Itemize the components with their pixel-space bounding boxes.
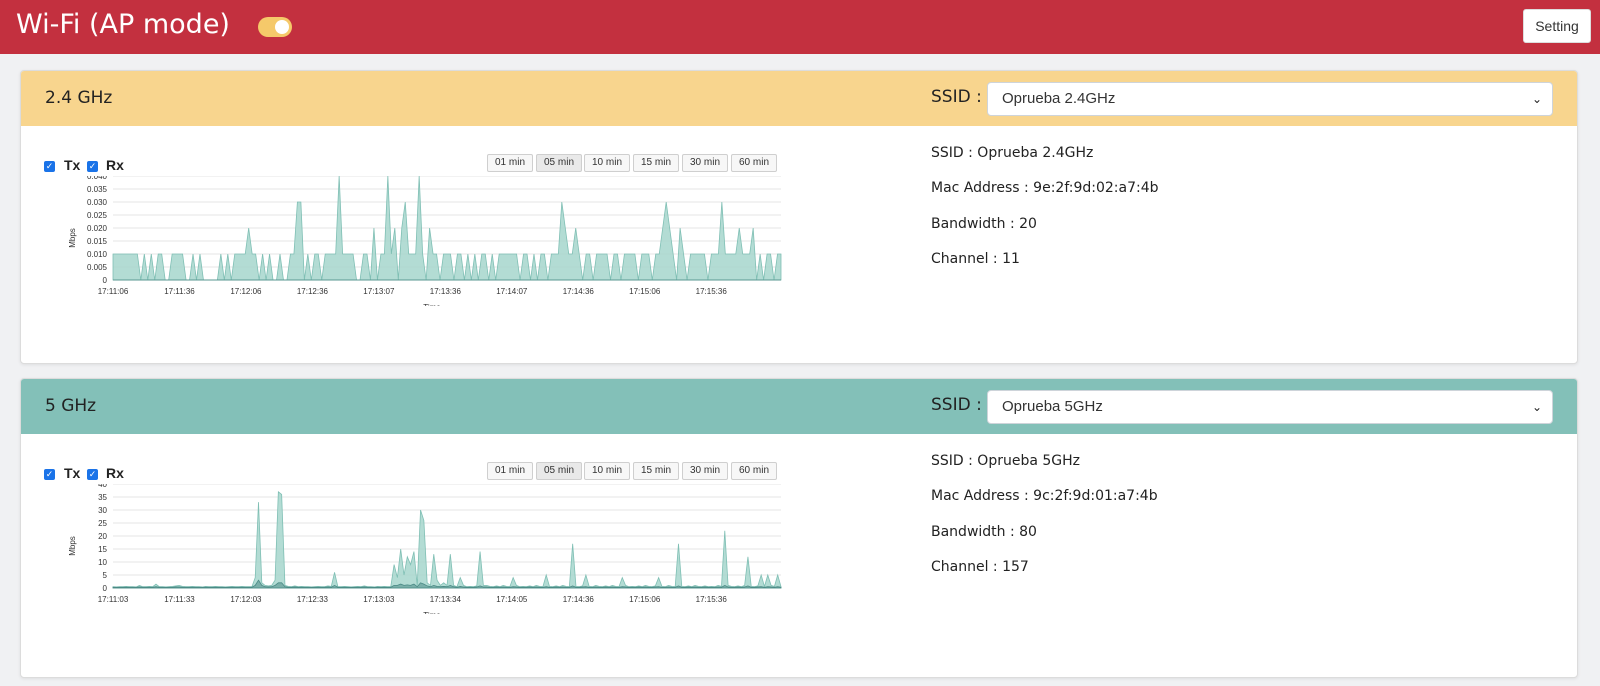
tx-checkbox[interactable]: ✓: [44, 469, 55, 480]
range-button-15-min[interactable]: 15 min: [633, 154, 679, 172]
x-axis-label: Time: [423, 611, 441, 614]
range-button-30-min[interactable]: 30 min: [682, 462, 728, 480]
ssid-label: SSID :: [931, 87, 982, 107]
y-tick-label: 0.005: [87, 263, 108, 272]
y-tick-label: 25: [98, 519, 107, 528]
y-axis-label: Mbps: [68, 536, 77, 556]
rx-legend-label: Rx: [106, 465, 124, 481]
rx-checkbox[interactable]: ✓: [87, 469, 98, 480]
x-tick-label: 17:13:07: [363, 287, 395, 296]
band-title: 5 GHz: [45, 396, 97, 416]
rx-area-series: [112, 579, 782, 589]
x-tick-label: 17:14:36: [563, 287, 595, 296]
x-tick-label: 17:14:07: [496, 287, 528, 296]
band-header: 5 GHz SSID : Oprueba 5GHz ⌄: [21, 379, 1577, 434]
tx-legend-label: Tx: [64, 465, 81, 481]
rx-legend-label: Rx: [106, 157, 124, 173]
y-tick-label: 5: [103, 571, 108, 580]
y-tick-label: 40: [98, 484, 107, 489]
tx-area-series: [112, 176, 782, 281]
y-tick-label: 0.020: [87, 224, 108, 233]
rx-checkbox[interactable]: ✓: [87, 161, 98, 172]
x-tick-label: 17:12:03: [230, 595, 262, 604]
range-button-10-min[interactable]: 10 min: [584, 154, 630, 172]
chevron-down-icon: ⌄: [1531, 400, 1542, 414]
toggle-knob: [275, 20, 289, 34]
x-tick-label: 17:12:06: [230, 287, 262, 296]
y-tick-label: 0: [103, 276, 108, 285]
traffic-chart: 0.040 0.035 0.030 0.025 0.020 0.015 0.010 0.005…: [68, 176, 782, 306]
range-button-30-min[interactable]: 30 min: [682, 154, 728, 172]
band-header: 2.4 GHz SSID : Oprueba 2.4GHz ⌄: [21, 71, 1577, 126]
x-tick-label: 17:12:36: [297, 287, 329, 296]
x-tick-label: 17:14:36: [563, 595, 595, 604]
chevron-down-icon: ⌄: [1531, 92, 1542, 106]
y-tick-label: 30: [98, 506, 107, 515]
range-button-10-min[interactable]: 10 min: [584, 462, 630, 480]
range-button-01-min[interactable]: 01 min: [487, 462, 533, 480]
x-tick-label: 17:15:06: [629, 595, 661, 604]
range-button-05-min[interactable]: 05 min: [536, 154, 582, 172]
band-title: 2.4 GHz: [45, 88, 113, 108]
x-tick-label: 17:15:36: [696, 595, 728, 604]
range-button-15-min[interactable]: 15 min: [633, 462, 679, 480]
info-bandwidth: Bandwidth : 20: [931, 216, 1037, 232]
info-bandwidth: Bandwidth : 80: [931, 524, 1037, 540]
x-tick-label: 17:11:33: [164, 595, 195, 604]
ssid-select[interactable]: Oprueba 2.4GHz ⌄: [987, 82, 1553, 116]
tx-checkbox[interactable]: ✓: [44, 161, 55, 172]
y-tick-label: 15: [98, 545, 107, 554]
band-card-2-4ghz: 2.4 GHz SSID : Oprueba 2.4GHz ⌄ ✓ Tx ✓ R…: [20, 70, 1578, 364]
ap-mode-toggle[interactable]: [258, 17, 292, 37]
x-axis-label: Time: [423, 303, 441, 306]
y-tick-label: 0.010: [87, 250, 108, 259]
traffic-chart: 40 35 30 25 20 15 10 5 0 17:11:03 17:11:33 17:12:03…: [68, 484, 782, 614]
band-card-5ghz: 5 GHz SSID : Oprueba 5GHz ⌄ ✓ Tx ✓ Rx 40…: [20, 378, 1578, 678]
info-channel: Channel : 157: [931, 559, 1029, 575]
info-ssid: SSID : Oprueba 2.4GHz: [931, 145, 1094, 161]
y-tick-label: 20: [98, 532, 107, 541]
ssid-select-value: Oprueba 5GHz: [1002, 398, 1103, 415]
info-mac-address: Mac Address : 9e:2f:9d:02:a7:4b: [931, 180, 1159, 196]
x-tick-label: 17:15:36: [696, 287, 728, 296]
x-tick-label: 17:15:06: [629, 287, 661, 296]
range-button-01-min[interactable]: 01 min: [487, 154, 533, 172]
range-button-60-min[interactable]: 60 min: [731, 154, 777, 172]
y-tick-label: 0.040: [87, 176, 108, 181]
setting-button[interactable]: Setting: [1523, 9, 1591, 43]
range-button-05-min[interactable]: 05 min: [536, 462, 582, 480]
page-title: Wi-Fi (AP mode): [16, 9, 230, 40]
x-tick-label: 17:13:34: [430, 595, 462, 604]
x-tick-label: 17:12:33: [297, 595, 329, 604]
info-ssid: SSID : Oprueba 5GHz: [931, 453, 1080, 469]
info-mac-address: Mac Address : 9c:2f:9d:01:a7:4b: [931, 488, 1158, 504]
top-bar: Wi-Fi (AP mode) Setting: [0, 0, 1600, 54]
x-tick-label: 17:11:36: [164, 287, 195, 296]
info-channel: Channel : 11: [931, 251, 1020, 267]
ssid-select[interactable]: Oprueba 5GHz ⌄: [987, 390, 1553, 424]
y-tick-label: 0: [103, 584, 108, 593]
y-axis-label: Mbps: [68, 228, 77, 248]
ssid-select-value: Oprueba 2.4GHz: [1002, 90, 1116, 107]
y-tick-label: 0.030: [87, 198, 108, 207]
y-tick-label: 0.025: [87, 211, 108, 220]
x-tick-label: 17:14:05: [496, 595, 528, 604]
x-tick-label: 17:11:03: [98, 595, 129, 604]
y-tick-label: 0.035: [87, 185, 108, 194]
x-tick-label: 17:11:06: [98, 287, 129, 296]
range-button-60-min[interactable]: 60 min: [731, 462, 777, 480]
x-tick-label: 17:13:36: [430, 287, 462, 296]
x-tick-label: 17:13:03: [363, 595, 395, 604]
y-tick-label: 10: [98, 558, 107, 567]
tx-legend-label: Tx: [64, 157, 81, 173]
y-tick-label: 35: [98, 493, 107, 502]
ssid-label: SSID :: [931, 395, 982, 415]
y-tick-label: 0.015: [87, 237, 108, 246]
tx-area-series: [112, 490, 782, 589]
